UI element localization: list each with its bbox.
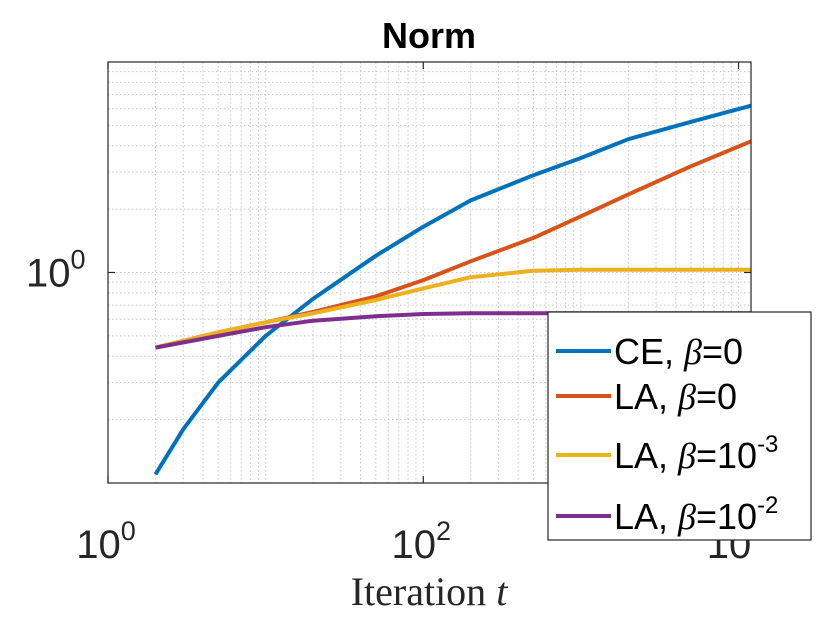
legend-label-2: LA, β=0 bbox=[614, 376, 737, 417]
legend: CE, β=0LA, β=0 LA, β=10-3 LA, β=10-2 bbox=[547, 311, 812, 541]
x-axis-label-text: Iteration bbox=[351, 569, 487, 614]
series-line-3 bbox=[155, 267, 751, 350]
x-axis-label: Iteration t bbox=[351, 569, 509, 614]
x-tick-label-1: 100 bbox=[76, 516, 136, 567]
series-line-1 bbox=[153, 103, 752, 476]
chart-title: Norm bbox=[382, 15, 476, 56]
x-tick-label-2: 102 bbox=[391, 516, 451, 567]
x-axis-label-space bbox=[486, 569, 496, 614]
y-tick-label-1: 100 bbox=[26, 245, 86, 296]
legend-label-3: LA, β=10-3 bbox=[614, 431, 778, 476]
legend-label-1: CE, β=0 bbox=[614, 331, 743, 372]
legend-box bbox=[547, 311, 812, 541]
x-axis-label-variable: t bbox=[496, 569, 508, 614]
legend-label-4: LA, β=10-2 bbox=[614, 492, 778, 537]
